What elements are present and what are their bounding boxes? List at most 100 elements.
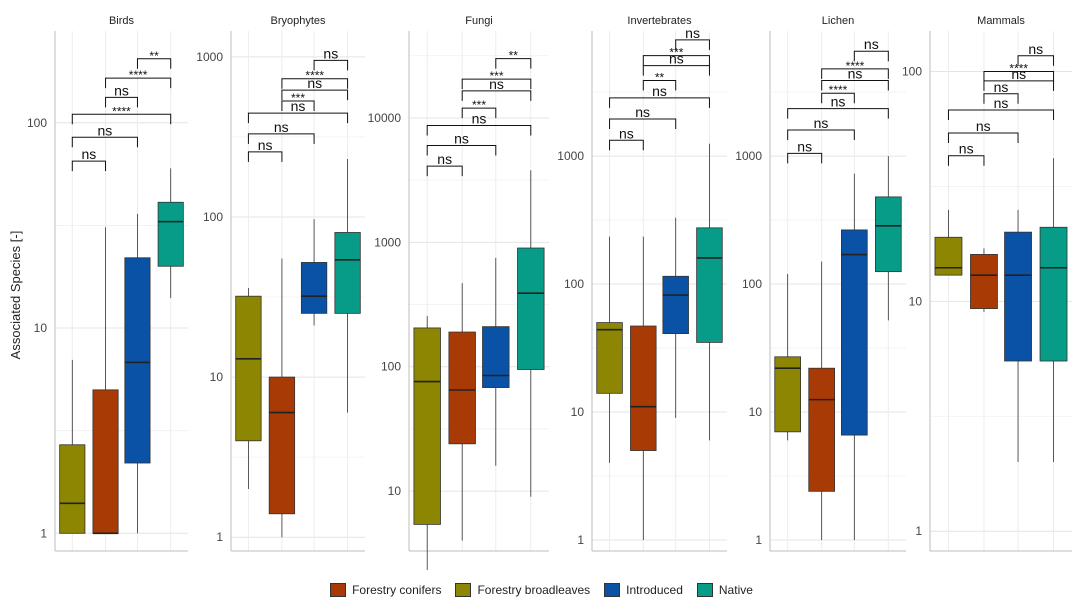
fungi-significance-bracket <box>461 90 532 101</box>
fungi-significance-bracket <box>426 124 532 136</box>
lichen-significance-bracket <box>821 79 889 91</box>
invertebrates-significance-label: ns <box>635 104 650 120</box>
fungi-significance-bracket <box>461 107 497 119</box>
birds-significance-label: ns <box>114 82 129 98</box>
lichen-significance-label: ns <box>864 36 879 52</box>
invertebrates-significance-label: ** <box>655 70 665 84</box>
invertebrates-forestry-conifers-box <box>630 325 657 451</box>
fungi-significance-label: *** <box>472 98 486 112</box>
fungi-y-tick-label: 100 <box>381 360 401 374</box>
mammals-significance-label: ns <box>994 95 1009 111</box>
bryophytes-significance-label: ns <box>323 45 338 61</box>
lichen-significance-bracket <box>787 129 855 140</box>
mammals-significance-label: ns <box>976 118 991 134</box>
birds-forestry-conifers-box <box>92 389 119 534</box>
lichen-significance-bracket <box>853 50 889 62</box>
chart-svg: Associated Species [-]110100Birdsnsns***… <box>8 15 1072 579</box>
invertebrates-significance-bracket <box>642 55 710 66</box>
fungi-significance-label: ns <box>489 76 504 92</box>
fungi-forestry-conifers-box <box>448 331 476 445</box>
invertebrates-forestry-broadleaves-box <box>596 322 623 394</box>
invertebrates-significance-label: ns <box>685 25 700 41</box>
legend-item-introduced: Introduced <box>604 583 683 597</box>
bryophytes-y-tick-label: 1000 <box>196 50 223 64</box>
lichen-significance-label: **** <box>846 59 865 73</box>
bryophytes-significance-label: **** <box>305 69 324 83</box>
mammals-introduced-box <box>1004 231 1032 362</box>
invertebrates-y-tick-label: 100 <box>564 277 584 291</box>
legend-label-forestry-broadleaves: Forestry broadleaves <box>477 583 591 597</box>
bryophytes-significance-bracket <box>281 89 349 101</box>
fungi-significance-label: *** <box>489 69 503 83</box>
birds-significance-label: **** <box>129 68 148 82</box>
invertebrates-significance-label: ns <box>669 51 684 67</box>
lichen-significance-bracket <box>821 68 889 79</box>
mammals-significance-bracket <box>1017 55 1055 66</box>
birds-significance-bracket <box>136 58 172 69</box>
bryophytes-significance-bracket <box>281 100 315 111</box>
invertebrates-y-tick-label: 1 <box>577 533 584 547</box>
invertebrates-y-tick-label: 10 <box>571 405 585 419</box>
fungi-native-box <box>517 247 545 370</box>
birds-panel-title: Birds <box>109 15 135 27</box>
bryophytes-significance-bracket <box>281 78 349 89</box>
mammals-native-box <box>1039 226 1068 362</box>
lichen-forestry-broadleaves-box <box>774 356 802 433</box>
legend-swatch-forestry-broadleaves <box>455 583 472 597</box>
legend-swatch-forestry-conifers <box>330 583 347 597</box>
birds-introduced-box <box>124 257 151 464</box>
bryophytes-y-tick-label: 1 <box>216 530 223 544</box>
mammals-significance-bracket <box>947 109 1055 120</box>
legend-label-native: Native <box>718 583 753 597</box>
invertebrates-introduced-box <box>662 275 689 335</box>
invertebrates-significance-bracket <box>675 39 710 50</box>
invertebrates-panel-title: Invertebrates <box>627 15 692 27</box>
mammals-significance-bracket <box>983 93 1019 104</box>
legend-item-forestry-conifers: Forestry conifers <box>330 583 441 597</box>
birds-significance-label: ** <box>149 49 159 63</box>
mammals-significance-label: **** <box>1009 61 1028 75</box>
bryophytes-significance-label: ns <box>258 137 273 153</box>
mammals-significance-label: ns <box>1011 66 1026 82</box>
lichen-significance-label: ns <box>831 94 846 110</box>
mammals-y-tick-label: 10 <box>909 294 923 308</box>
birds-significance-label: ns <box>97 122 112 138</box>
fungi-significance-bracket <box>495 58 532 69</box>
birds-native-box <box>157 201 184 267</box>
bryophytes-significance-bracket <box>313 59 349 71</box>
bryophytes-y-tick-label: 10 <box>210 370 224 384</box>
bryophytes-forestry-broadleaves-box <box>235 295 262 442</box>
invertebrates-native-box <box>696 227 723 343</box>
birds-significance-label: **** <box>112 104 131 118</box>
mammals-significance-label: ns <box>994 79 1009 95</box>
lichen-y-tick-label: 1 <box>755 533 762 547</box>
invertebrates-significance-label: ns <box>652 83 667 99</box>
mammals-significance-label: ns <box>959 141 974 157</box>
birds-significance-bracket <box>71 136 138 148</box>
legend-item-forestry-broadleaves: Forestry broadleaves <box>455 583 590 597</box>
fungi-significance-label: ** <box>509 49 519 63</box>
birds-y-tick-label: 100 <box>27 116 47 130</box>
lichen-forestry-conifers-box <box>808 367 836 492</box>
lichen-significance-bracket <box>787 152 823 164</box>
fungi-panel-title: Fungi <box>465 15 493 27</box>
invertebrates-significance-bracket <box>642 79 677 91</box>
fungi-significance-bracket <box>461 78 532 90</box>
birds-significance-bracket <box>105 77 172 89</box>
bryophytes-significance-bracket <box>247 151 283 162</box>
legend-swatch-introduced <box>604 583 621 597</box>
fungi-significance-label: ns <box>437 151 452 167</box>
legend: Forestry conifers Forestry broadleaves I… <box>0 578 1083 602</box>
mammals-significance-bracket <box>983 80 1055 91</box>
invertebrates-significance-label: ns <box>619 125 634 141</box>
legend-label-forestry-conifers: Forestry conifers <box>352 583 442 597</box>
lichen-significance-label: ns <box>848 65 863 81</box>
mammals-forestry-conifers-box <box>970 254 998 309</box>
fungi-forestry-broadleaves-box <box>413 327 441 525</box>
lichen-introduced-box <box>841 229 868 436</box>
mammals-panel-title: Mammals <box>977 15 1025 27</box>
bryophytes-native-box <box>334 232 361 314</box>
invertebrates-significance-bracket <box>609 118 677 129</box>
lichen-significance-label: ns <box>814 115 829 131</box>
